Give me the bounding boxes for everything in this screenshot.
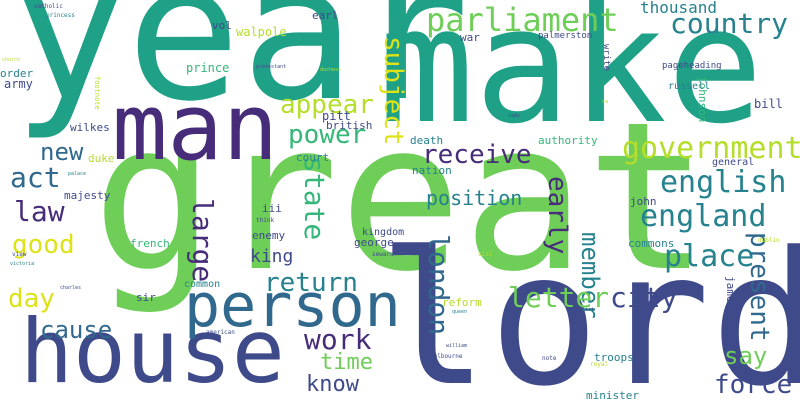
word: seward [372,251,394,258]
word: church [2,57,21,63]
word: kingdom [362,227,405,238]
word: viii [478,251,493,258]
word: early [542,176,572,255]
word: return [264,268,358,298]
word: subject [378,36,408,146]
word: receive [422,140,532,170]
word: troops [594,351,634,364]
word: new [40,138,84,166]
word: english [660,165,787,200]
word: palmerston [538,31,593,41]
word: duchess [320,67,342,73]
word: british [326,119,373,132]
word: victoria [10,261,35,267]
word: state [298,156,331,241]
word: enemy [252,229,286,242]
word: walpole [236,25,287,39]
word: parliament [426,1,619,39]
word: good [12,230,75,260]
word: act [10,161,61,194]
word: prince [186,61,230,75]
word: wilkes [70,121,110,134]
word: dublin [758,237,780,244]
word: position [426,186,523,210]
word: cause [40,316,113,344]
word: duke [88,152,115,165]
word: london [422,234,455,336]
word: force [714,370,793,400]
word: person [184,271,401,341]
word: george [354,236,394,249]
word: queen [452,309,468,315]
word: iii [262,202,282,215]
word: palace [68,171,87,177]
word: lady [508,113,521,119]
word: commons [628,237,675,250]
word: william [446,343,468,349]
word: princess [46,12,75,19]
word: sa [602,99,609,105]
word: man [112,74,279,181]
word: great [92,79,710,317]
word: say [724,342,768,370]
word: court [296,151,330,164]
word: appear [280,90,374,120]
word: death [410,134,444,147]
word: think [256,217,275,224]
word: majesty [64,189,111,202]
word: england [640,199,767,234]
word: french [130,237,170,250]
word: sir [136,291,156,304]
word: place [664,239,755,274]
word: royal [590,361,609,368]
word: letter [508,281,610,314]
word: protestant [256,64,287,70]
word: john [630,195,657,208]
word: army [4,77,33,91]
word: present [744,232,774,342]
word: day [8,284,55,314]
word: james [724,276,737,310]
word: pageheading [662,61,722,71]
word: make [378,0,764,159]
word: power [288,120,367,150]
word: pitt [322,109,351,123]
word: common [184,279,221,290]
word: country [670,7,789,40]
word: albert [576,307,595,313]
word: reform [442,296,482,309]
word: time [320,350,373,375]
word: note [542,355,557,362]
word: write [601,44,611,72]
word: war [460,31,480,44]
word: general [712,157,755,168]
word: house [20,300,285,400]
word: know [306,372,359,397]
word: minister [586,389,639,400]
word: law [14,195,65,228]
word: footnote [93,76,101,110]
word: lord [378,213,800,400]
word: melbourne [430,353,463,360]
word: thousand [640,0,718,17]
word: order [0,67,34,80]
word: bill [754,97,783,111]
word: large [186,198,219,283]
word: nation [412,164,452,177]
word: vol [212,19,232,32]
word: king [250,246,294,267]
word: authority [538,134,598,147]
word: russell [668,81,711,92]
word: earl [312,9,339,22]
word: american [206,329,235,336]
word: view [12,251,27,258]
word: catholic [34,3,63,10]
word: year [12,0,470,143]
word: government [622,131,800,166]
word: city [610,281,678,314]
word: charles [60,285,82,291]
word: work [304,323,372,356]
